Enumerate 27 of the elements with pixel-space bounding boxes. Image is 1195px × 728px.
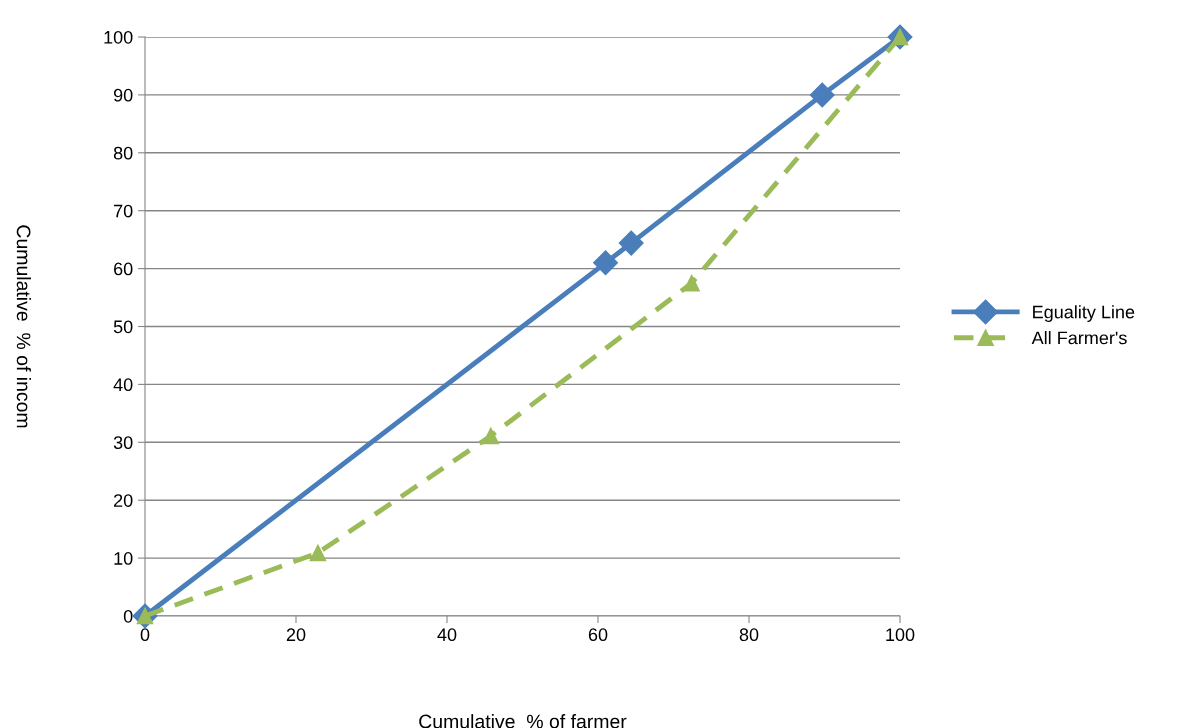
x-tick-label: 40 (437, 628, 457, 642)
point (618, 230, 644, 256)
point (809, 82, 835, 108)
x-tick-label: 0 (140, 628, 150, 642)
y-tick-label: 50 (113, 320, 133, 334)
y-tick-label: 80 (113, 146, 133, 160)
x-tick-label: 80 (739, 628, 759, 642)
y-tick-label: 0 (123, 609, 133, 623)
x-tick-label: 20 (286, 628, 306, 642)
y-tick-label: 40 (113, 378, 133, 392)
y-tick-label: 100 (104, 30, 133, 44)
point (309, 544, 327, 562)
point (482, 427, 500, 445)
x-tick-label: 60 (588, 628, 608, 642)
y-tick-label: 70 (114, 204, 133, 218)
y-tick-label: 10 (114, 552, 133, 565)
point (683, 274, 700, 292)
x-tick-label: 100 (886, 628, 915, 642)
y-tick-label: 60 (114, 262, 133, 276)
y-tick-label: 30 (113, 436, 133, 450)
legend-label: Eguality Line (1033, 305, 1135, 322)
point (593, 250, 619, 276)
y-axis-title: Cumulative % of incom (16, 225, 31, 428)
legend-label: All Farmer's (1031, 331, 1127, 345)
y-tick-label: 20 (114, 494, 133, 507)
y-tick-label: 90 (113, 88, 133, 102)
x-axis-title: Cumulative % of farmer (419, 714, 627, 728)
